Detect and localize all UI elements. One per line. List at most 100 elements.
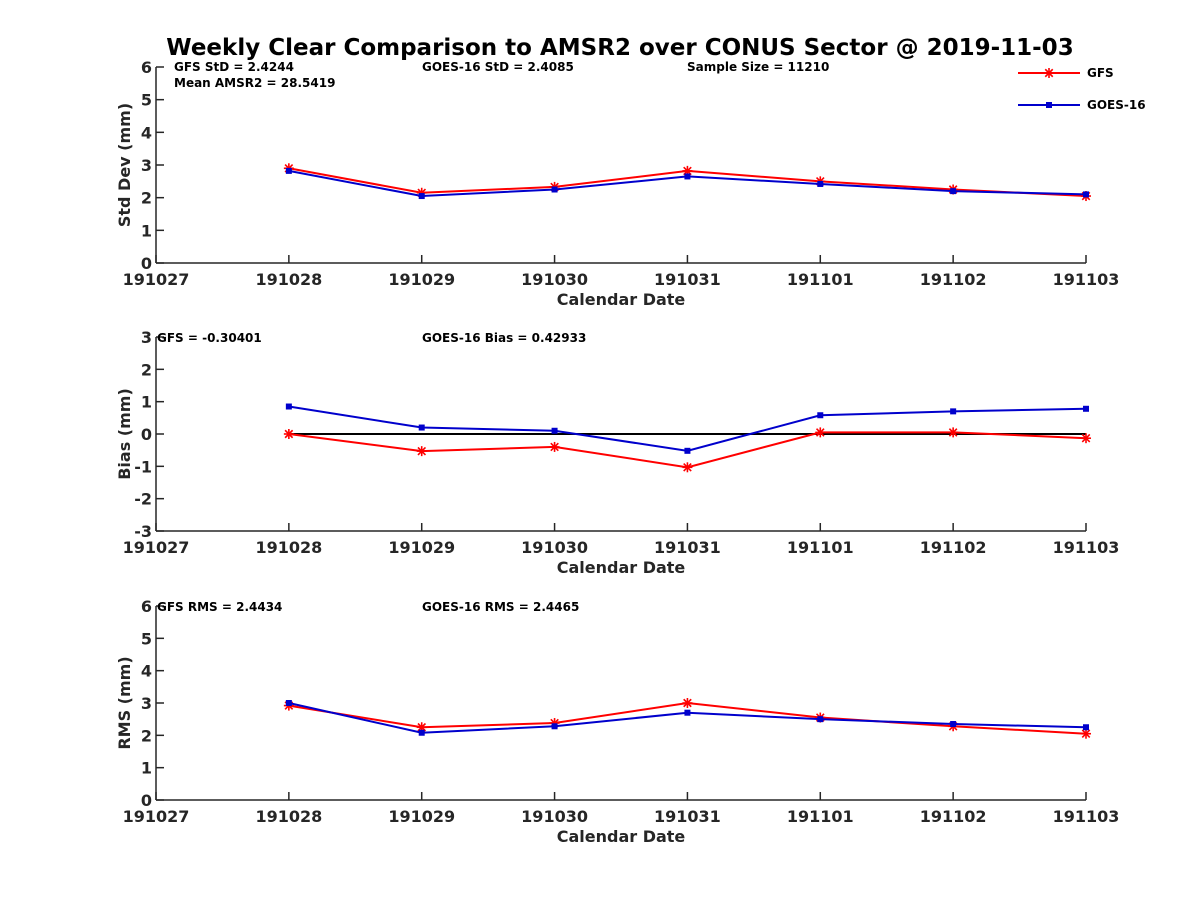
x-tick-label: 191027	[123, 538, 190, 557]
square-marker	[684, 447, 691, 454]
stat-annotation: Sample Size = 11210	[687, 60, 829, 74]
stat-annotation: GOES-16 RMS = 2.4465	[422, 600, 579, 614]
data-point-goes-16	[551, 723, 558, 730]
x-tick-label: 191030	[521, 270, 588, 289]
y-tick-label: 2	[141, 360, 152, 379]
x-tick-label: 191031	[654, 807, 721, 826]
square-marker	[950, 408, 957, 415]
x-tick-label: 191103	[1053, 270, 1120, 289]
y-tick-label: 6	[141, 597, 152, 616]
square-marker	[1083, 405, 1089, 412]
x-tick-label: 191102	[920, 538, 987, 557]
y-tick-label: 3	[141, 156, 152, 175]
data-point-gfs	[682, 462, 693, 473]
data-point-goes-16	[285, 700, 292, 706]
y-axis-label: Std Dev (mm)	[115, 103, 134, 227]
data-point-goes-16	[950, 721, 957, 728]
data-point-goes-16	[418, 729, 425, 736]
x-tick-label: 191027	[123, 270, 190, 289]
x-axis-label: Calendar Date	[557, 827, 686, 846]
y-tick-label: 1	[141, 393, 152, 412]
y-tick-label: 2	[141, 189, 152, 208]
legend-label: GFS	[1087, 66, 1114, 80]
square-marker	[950, 188, 957, 195]
data-point-goes-16	[684, 709, 691, 716]
data-point-gfs	[283, 429, 294, 439]
y-axis-label: RMS (mm)	[115, 656, 134, 749]
series-line-goes-16	[288, 405, 1087, 452]
square-marker	[950, 721, 957, 728]
square-marker	[418, 729, 425, 736]
y-tick-label: 5	[141, 91, 152, 110]
asterisk-marker	[1081, 729, 1091, 739]
x-tick-label: 191027	[123, 807, 190, 826]
data-point-gfs	[1081, 728, 1091, 739]
data-point-goes-16	[1083, 405, 1089, 412]
square-marker	[817, 716, 824, 723]
square-marker	[817, 412, 824, 419]
legend-label: GOES-16	[1087, 98, 1146, 112]
square-marker	[285, 167, 292, 174]
asterisk-marker	[683, 698, 692, 708]
y-tick-label: 3	[141, 694, 152, 713]
square-marker	[684, 709, 691, 716]
panel-1: 0 1 2 3 4 5 6 191027 191028 191029 191030 191031 191…	[115, 58, 1119, 309]
x-tick-label: 191029	[388, 807, 455, 826]
stat-annotation: Mean AMSR2 = 28.5419	[174, 76, 335, 90]
x-tick-label: 191102	[920, 807, 987, 826]
data-point-goes-16	[551, 427, 558, 434]
y-tick-label: 0	[141, 254, 152, 273]
square-marker	[551, 427, 558, 434]
data-point-goes-16	[684, 447, 691, 454]
x-tick-label: 191103	[1053, 807, 1120, 826]
legend-entry-goes-16: GOES-16	[1018, 98, 1146, 112]
data-point-goes-16	[817, 716, 824, 723]
y-tick-label: 5	[141, 629, 152, 648]
stat-annotation: GOES-16 StD = 2.4085	[422, 60, 574, 74]
asterisk-marker	[284, 429, 294, 439]
legend-entry-gfs: GFS	[1018, 66, 1114, 80]
data-point-goes-16	[285, 403, 292, 410]
square-marker	[551, 186, 558, 193]
x-tick-label: 191031	[654, 270, 721, 289]
y-tick-label: -2	[134, 490, 152, 509]
x-tick-label: 191031	[654, 538, 721, 557]
x-tick-label: 191102	[920, 270, 987, 289]
data-point-goes-16	[817, 412, 824, 419]
x-axis-label: Calendar Date	[557, 558, 686, 577]
square-marker	[418, 193, 425, 200]
x-tick-label: 191103	[1053, 538, 1120, 557]
y-tick-label: 1	[141, 221, 152, 240]
y-tick-label: 0	[141, 425, 152, 444]
y-tick-label: 3	[141, 328, 152, 347]
y-tick-label: -3	[134, 522, 152, 541]
asterisk-marker	[683, 462, 692, 472]
data-point-gfs	[1081, 433, 1091, 444]
square-marker	[1046, 102, 1052, 108]
data-point-goes-16	[817, 180, 824, 187]
square-marker	[285, 403, 292, 410]
square-marker	[1083, 724, 1089, 731]
x-tick-label: 191028	[255, 538, 322, 557]
x-tick-label: 191028	[255, 807, 322, 826]
data-point-goes-16	[418, 193, 425, 200]
stat-annotation: GFS = -0.30401	[157, 331, 262, 345]
stat-annotation: GFS RMS = 2.4434	[157, 600, 282, 614]
x-tick-label: 191101	[787, 538, 854, 557]
square-marker	[551, 723, 558, 730]
asterisk-marker	[948, 428, 958, 437]
data-point-goes-16	[1083, 724, 1089, 731]
data-point-gfs	[948, 427, 959, 438]
y-tick-label: 4	[141, 123, 152, 142]
x-tick-label: 191029	[388, 270, 455, 289]
data-point-gfs	[682, 698, 693, 708]
y-tick-label: 4	[141, 662, 152, 681]
y-tick-label: 0	[141, 791, 152, 810]
asterisk-marker	[550, 442, 559, 452]
asterisk-marker	[815, 428, 825, 437]
data-point-gfs	[416, 446, 427, 457]
data-point-gfs	[815, 427, 826, 438]
x-tick-label: 191030	[521, 807, 588, 826]
square-marker	[817, 180, 824, 187]
